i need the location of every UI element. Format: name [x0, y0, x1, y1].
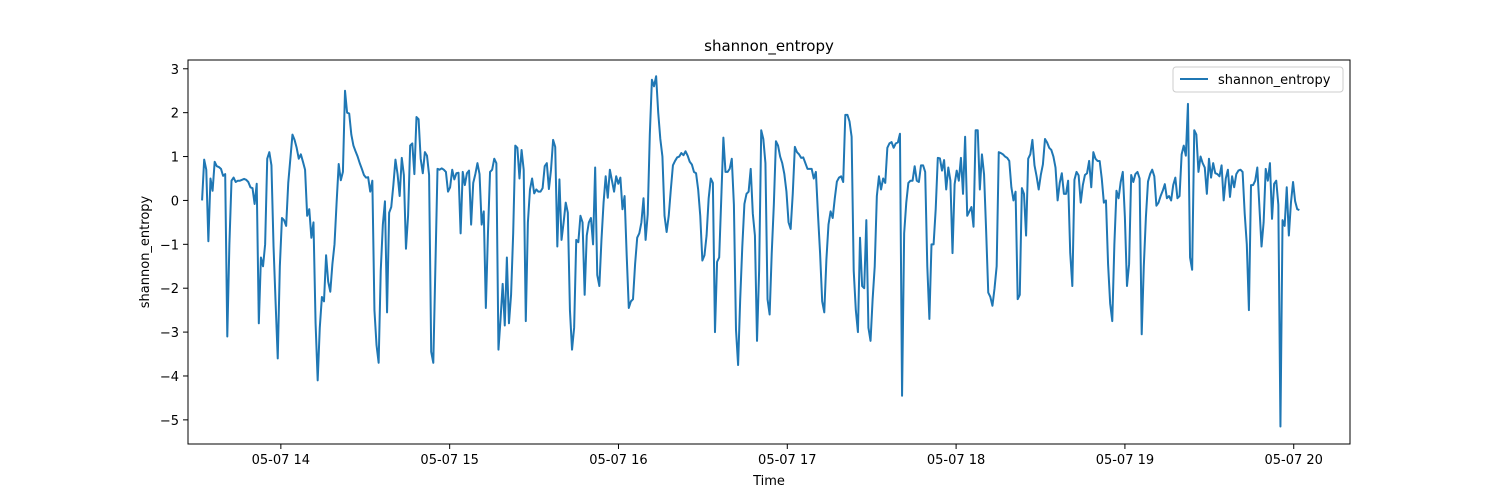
chart-title: shannon_entropy: [704, 37, 834, 56]
y-tick-label: 3: [171, 63, 179, 78]
x-tick-label: 05-07 17: [758, 453, 816, 468]
y-tick-label: 2: [171, 107, 179, 122]
x-axis-title: Time: [752, 474, 785, 489]
x-tick-label: 05-07 18: [927, 453, 985, 468]
x-tick-label: 05-07 20: [1265, 453, 1323, 468]
x-tick-label: 05-07 15: [420, 453, 478, 468]
y-axis-title: shannon_entropy: [138, 195, 153, 308]
y-axis: 3 2 1 0 −1 −2 −3 −4 −5: [160, 63, 188, 429]
y-tick-label: −3: [160, 326, 179, 341]
x-tick-label: 05-07 19: [1096, 453, 1154, 468]
y-tick-label: −2: [160, 282, 179, 297]
y-tick-label: −5: [160, 414, 179, 429]
plot-frame: [187, 59, 1351, 445]
y-tick-label: −4: [160, 370, 179, 385]
x-tick-label: 05-07 16: [589, 453, 647, 468]
y-tick-label: −1: [160, 238, 179, 253]
legend: shannon_entropy: [1172, 66, 1344, 93]
y-tick-label: 0: [171, 194, 179, 209]
series-line-shannon-entropy: [201, 75, 1300, 428]
legend-label: shannon_entropy: [1218, 73, 1331, 88]
y-tick-label: 1: [171, 151, 179, 166]
x-axis: 05-07 14 05-07 15 05-07 16 05-07 17 05-07 18…: [252, 444, 1323, 468]
x-tick-label: 05-07 14: [252, 453, 310, 468]
plot-area: [201, 75, 1300, 428]
legend-box: [1172, 66, 1344, 93]
